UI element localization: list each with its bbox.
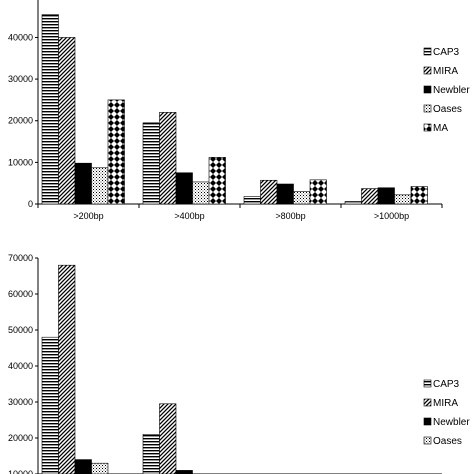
bar-oases-400bp xyxy=(192,181,210,205)
y-tick-label: 20000 xyxy=(8,116,33,126)
x-tick-label: >800bp xyxy=(275,211,305,221)
bar-cap3-1000bp xyxy=(344,201,362,205)
legend-swatch-mira xyxy=(423,398,432,407)
legend-swatch-cap3 xyxy=(423,379,432,388)
y-tick-label: 20000 xyxy=(8,433,33,443)
bar-newbler-400bp xyxy=(175,470,193,474)
bar-mira-800bp xyxy=(260,179,278,205)
legend-swatch-newbler xyxy=(423,85,432,94)
legend-label-newbler: Newbler xyxy=(433,85,470,96)
y-tick-label: 30000 xyxy=(8,397,33,407)
legend-swatch-newbler xyxy=(423,417,432,426)
bar-cap3-200bp xyxy=(41,336,59,474)
legend-swatch-oases xyxy=(423,104,432,113)
bar-newbler-1000bp xyxy=(377,187,395,205)
legend-swatch-ma xyxy=(423,123,432,132)
bar-cap3-400bp xyxy=(142,122,160,205)
bar-newbler-400bp xyxy=(175,172,193,205)
legend-label-cap3: CAP3 xyxy=(433,379,460,390)
legend-label-cap3: CAP3 xyxy=(433,47,460,58)
y-tick-label: 10000 xyxy=(8,157,33,167)
bar-cap3-200bp xyxy=(41,14,59,205)
bar-newbler-200bp xyxy=(74,162,92,205)
y-tick-label: 0 xyxy=(28,199,33,209)
bar-newbler-800bp xyxy=(276,183,294,205)
bar-ma-400bp xyxy=(208,157,226,205)
y-tick-label: 40000 xyxy=(8,361,33,371)
bar-ma-200bp xyxy=(107,99,125,205)
bar-mira-1000bp xyxy=(361,188,379,205)
bar-ma-800bp xyxy=(309,179,327,205)
x-tick-label: >200bp xyxy=(73,211,103,221)
legend-label-ma: MA xyxy=(433,123,448,134)
legend-label-newbler: Newbler xyxy=(433,417,470,428)
bar-oases-200bp xyxy=(91,462,109,474)
bar-oases-1000bp xyxy=(394,194,412,205)
legend-swatch-cap3 xyxy=(423,47,432,56)
bar-oases-800bp xyxy=(293,191,311,205)
bar-mira-400bp xyxy=(159,112,177,205)
bar-cap3-800bp xyxy=(243,196,261,205)
legend-label-oases: Oases xyxy=(433,436,462,447)
bar-newbler-200bp xyxy=(74,459,92,474)
bar-cap3-400bp xyxy=(142,434,160,474)
y-tick-label: 70000 xyxy=(8,253,33,263)
y-tick-label: 30000 xyxy=(8,74,33,84)
y-tick-label: 50000 xyxy=(8,325,33,335)
bar-mira-400bp xyxy=(159,403,177,474)
legend-label-mira: MIRA xyxy=(433,66,458,77)
legend-label-mira: MIRA xyxy=(433,398,458,409)
legend-swatch-oases xyxy=(423,436,432,445)
y-tick-label: 40000 xyxy=(8,32,33,42)
bar-ma-1000bp xyxy=(410,186,428,205)
x-tick-label: >400bp xyxy=(174,211,204,221)
bar-mira-200bp xyxy=(58,37,76,205)
bar-oases-200bp xyxy=(91,167,109,205)
y-tick-label: 60000 xyxy=(8,289,33,299)
x-tick-label: >1000bp xyxy=(374,211,409,221)
bar-mira-200bp xyxy=(58,264,76,474)
y-tick-label: 10000 xyxy=(8,469,33,474)
legend-label-oases: Oases xyxy=(433,104,462,115)
legend-swatch-mira xyxy=(423,66,432,75)
